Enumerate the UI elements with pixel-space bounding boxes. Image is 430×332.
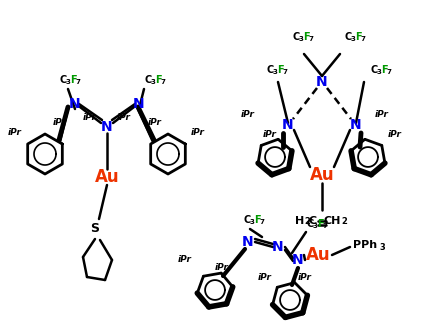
- Text: C: C: [292, 32, 299, 42]
- Text: 3: 3: [298, 36, 303, 42]
- Text: iPr: iPr: [178, 256, 191, 265]
- Text: F: F: [302, 32, 309, 42]
- Text: C: C: [59, 75, 67, 85]
- Text: iPr: iPr: [374, 110, 388, 119]
- Text: S: S: [90, 222, 99, 235]
- Text: PPh: PPh: [352, 240, 376, 250]
- Text: 3: 3: [150, 79, 155, 85]
- Text: 7: 7: [308, 36, 313, 42]
- Text: iPr: iPr: [262, 129, 276, 138]
- Text: N: N: [282, 118, 293, 132]
- Text: N: N: [316, 75, 327, 89]
- Text: 3: 3: [378, 242, 384, 252]
- Text: 7: 7: [360, 36, 365, 42]
- Text: iPr: iPr: [387, 129, 401, 138]
- Text: C: C: [344, 32, 351, 42]
- Text: C: C: [144, 75, 151, 85]
- Text: N: N: [349, 118, 361, 132]
- Text: N: N: [242, 235, 253, 249]
- Text: 2: 2: [340, 216, 346, 225]
- Text: 7: 7: [160, 79, 165, 85]
- Text: 3: 3: [376, 69, 381, 75]
- Text: N: N: [69, 97, 81, 111]
- Text: 7: 7: [282, 69, 287, 75]
- Text: N: N: [272, 240, 283, 254]
- Text: C: C: [308, 216, 316, 226]
- Text: C: C: [306, 219, 313, 229]
- Text: 7: 7: [75, 79, 80, 85]
- Text: iPr: iPr: [240, 110, 255, 119]
- Text: F: F: [380, 65, 387, 75]
- Text: iPr: iPr: [117, 113, 131, 122]
- Text: iPr: iPr: [53, 118, 67, 126]
- Text: Au: Au: [309, 166, 334, 184]
- Text: C: C: [243, 215, 250, 225]
- Text: 3: 3: [350, 36, 355, 42]
- Text: C: C: [369, 65, 377, 75]
- Text: 3: 3: [312, 223, 317, 229]
- Text: F: F: [154, 75, 161, 85]
- Text: 3: 3: [272, 69, 277, 75]
- Text: F: F: [70, 75, 76, 85]
- Text: iPr: iPr: [83, 113, 97, 122]
- Text: iPr: iPr: [8, 127, 22, 136]
- Text: iPr: iPr: [190, 127, 205, 136]
- Text: F: F: [276, 65, 283, 75]
- Text: iPr: iPr: [297, 273, 311, 282]
- Text: 2: 2: [303, 216, 309, 225]
- Text: CH: CH: [322, 216, 340, 226]
- Text: 7: 7: [259, 219, 264, 225]
- Text: 3: 3: [65, 79, 70, 85]
- Text: N: N: [292, 253, 303, 267]
- Text: 3: 3: [249, 219, 254, 225]
- Text: F: F: [253, 215, 260, 225]
- Text: Au: Au: [305, 246, 329, 264]
- Text: F: F: [354, 32, 360, 42]
- Text: H: H: [295, 216, 304, 226]
- Text: Au: Au: [95, 168, 119, 186]
- Text: F: F: [316, 219, 322, 229]
- Text: iPr: iPr: [258, 273, 271, 282]
- Text: 7: 7: [386, 69, 390, 75]
- Text: iPr: iPr: [147, 118, 162, 126]
- Text: N: N: [101, 120, 113, 134]
- Text: iPr: iPr: [215, 263, 228, 272]
- Text: 7: 7: [322, 223, 327, 229]
- Text: N: N: [133, 97, 144, 111]
- Text: C: C: [266, 65, 273, 75]
